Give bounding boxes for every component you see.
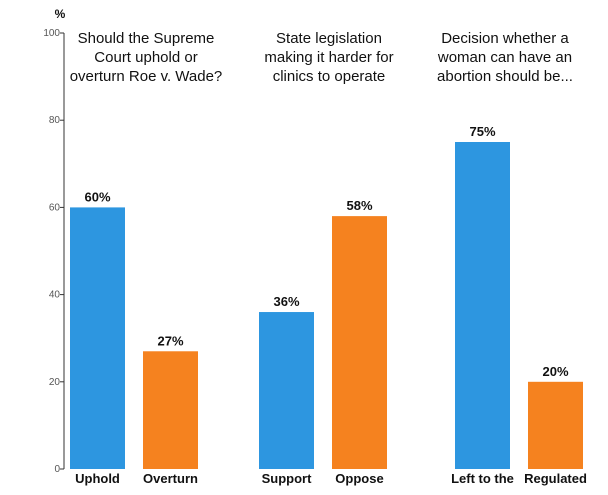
group-title-line: woman can have an: [437, 49, 572, 66]
group-title-line: Court uphold or: [94, 49, 197, 66]
group-titles-layer: Should the Supreme Court uphold or overtur…: [70, 30, 573, 85]
group-title-line: State legislation: [276, 30, 382, 47]
labels-layer: 60% Uphold 27% Overturn 36% Support 58% Oppose 7…: [75, 124, 587, 486]
y-axis-unit-label: %: [55, 7, 66, 21]
y-tick-label: 20: [49, 377, 61, 388]
group-title-line: making it harder for: [264, 49, 393, 66]
bar: [528, 381, 583, 469]
bar-value-label: 58%: [346, 198, 372, 213]
bar-value-label: 75%: [469, 124, 495, 139]
bar-value-label: 60%: [84, 189, 110, 204]
category-label: Regulated: [524, 471, 587, 486]
category-label: Oppose: [335, 471, 383, 486]
bar-value-label: 27%: [157, 333, 183, 348]
y-tick-label: 0: [54, 464, 60, 475]
bar: [259, 312, 314, 469]
group-title-line: overturn Roe v. Wade?: [70, 68, 223, 85]
category-label: Left to the: [451, 471, 514, 486]
bar-value-label: 36%: [273, 294, 299, 309]
group-title-line: Should the Supreme: [78, 30, 215, 47]
bar: [143, 351, 198, 469]
category-label: Support: [262, 471, 312, 486]
y-tick-label: 60: [49, 202, 61, 213]
group-title-line: clinics to operate: [273, 68, 386, 85]
bar: [70, 207, 125, 469]
y-axis-layer: % 0 20 40 60 80 100: [43, 7, 65, 475]
bars-layer: [70, 142, 583, 469]
y-tick-label: 40: [49, 290, 61, 301]
bar: [455, 142, 510, 469]
y-tick-label: 100: [43, 28, 60, 39]
bar-value-label: 20%: [542, 364, 568, 379]
bar: [332, 216, 387, 469]
group-title-line: Decision whether a: [441, 30, 569, 47]
y-tick-label: 80: [49, 115, 61, 126]
group-title-line: abortion should be...: [437, 68, 573, 85]
category-label: Overturn: [143, 471, 198, 486]
category-label: Uphold: [75, 471, 120, 486]
